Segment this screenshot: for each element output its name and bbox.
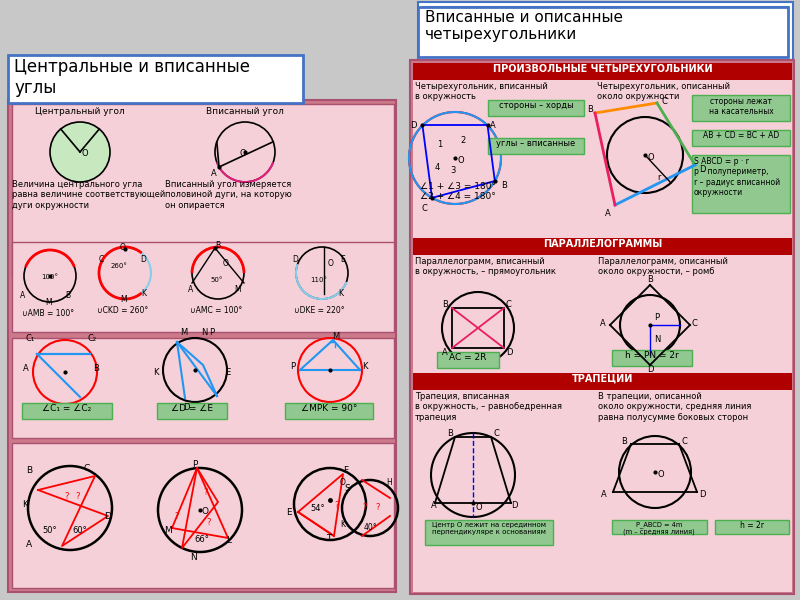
Text: A: A bbox=[442, 348, 448, 357]
Text: 2: 2 bbox=[460, 136, 466, 145]
Text: ∠MPK = 90°: ∠MPK = 90° bbox=[301, 404, 357, 413]
FancyBboxPatch shape bbox=[428, 12, 783, 50]
Text: P_ABCD = 4m
(m – средняя линия): P_ABCD = 4m (m – средняя линия) bbox=[623, 521, 695, 535]
Text: C: C bbox=[681, 437, 687, 446]
Text: C: C bbox=[493, 429, 499, 438]
Text: E: E bbox=[340, 255, 345, 264]
Text: AB + CD = BC + AD: AB + CD = BC + AD bbox=[703, 131, 779, 140]
Text: A: A bbox=[431, 501, 437, 510]
FancyBboxPatch shape bbox=[692, 130, 790, 146]
FancyBboxPatch shape bbox=[612, 350, 692, 366]
Text: C: C bbox=[83, 464, 90, 473]
Text: O: O bbox=[328, 259, 334, 268]
Text: O: O bbox=[202, 507, 209, 516]
Text: H: H bbox=[386, 478, 392, 487]
Text: A: A bbox=[23, 364, 29, 373]
Text: D: D bbox=[183, 403, 190, 412]
Text: Центральный угол: Центральный угол bbox=[35, 107, 125, 116]
Text: K: K bbox=[338, 289, 343, 298]
FancyBboxPatch shape bbox=[437, 352, 499, 368]
Text: 100°: 100° bbox=[42, 274, 58, 280]
Text: AC = 2R: AC = 2R bbox=[450, 353, 486, 362]
Text: O: O bbox=[120, 243, 126, 252]
Text: F: F bbox=[343, 466, 348, 475]
Text: Вписанный угол: Вписанный угол bbox=[206, 107, 284, 116]
Text: C: C bbox=[692, 319, 698, 328]
Text: O: O bbox=[340, 478, 346, 487]
Text: ТРАПЕЦИИ: ТРАПЕЦИИ bbox=[572, 374, 634, 384]
Text: K: K bbox=[22, 500, 28, 509]
Text: N: N bbox=[190, 553, 197, 562]
FancyBboxPatch shape bbox=[413, 255, 792, 373]
Text: Величина центрального угла
равна величине соответствующей
дуги окружности: Величина центрального угла равна величин… bbox=[12, 180, 166, 210]
Text: C₁: C₁ bbox=[25, 334, 34, 343]
FancyBboxPatch shape bbox=[418, 2, 793, 60]
Text: A: A bbox=[211, 169, 217, 178]
Text: P: P bbox=[209, 328, 214, 337]
Text: Четырехугольник, описанный
около окружности: Четырехугольник, описанный около окружно… bbox=[597, 82, 730, 101]
Text: A: A bbox=[20, 291, 26, 300]
Text: стороны лежат
на касательных: стороны лежат на касательных bbox=[709, 97, 774, 116]
FancyBboxPatch shape bbox=[423, 7, 788, 55]
Text: C: C bbox=[506, 300, 512, 309]
Text: B: B bbox=[442, 300, 448, 309]
Text: ?: ? bbox=[174, 512, 178, 521]
FancyBboxPatch shape bbox=[285, 403, 373, 419]
Text: P: P bbox=[654, 313, 659, 322]
Text: B: B bbox=[447, 429, 453, 438]
FancyBboxPatch shape bbox=[692, 95, 790, 121]
FancyBboxPatch shape bbox=[413, 80, 792, 238]
Text: ∪AMC = 100°: ∪AMC = 100° bbox=[190, 306, 242, 315]
Text: A: A bbox=[26, 540, 32, 549]
Circle shape bbox=[50, 122, 110, 182]
Text: O: O bbox=[647, 153, 654, 162]
Text: ∠C₁ = ∠C₂: ∠C₁ = ∠C₂ bbox=[42, 404, 92, 413]
Text: D: D bbox=[699, 490, 706, 499]
Text: Трапеция, вписанная
в окружность, – равнобедренная
трапеция: Трапеция, вписанная в окружность, – равн… bbox=[415, 392, 562, 422]
Text: B: B bbox=[621, 437, 627, 446]
FancyBboxPatch shape bbox=[418, 7, 788, 57]
Text: ?: ? bbox=[334, 501, 338, 510]
Text: ?: ? bbox=[362, 503, 366, 512]
Text: A: A bbox=[490, 121, 495, 130]
Text: 66°: 66° bbox=[194, 535, 209, 544]
Text: В трапеции, описанной
около окружности, средняя линия
равна полусумме боковых ст: В трапеции, описанной около окружности, … bbox=[598, 392, 751, 422]
Text: O: O bbox=[240, 149, 246, 158]
FancyBboxPatch shape bbox=[715, 520, 789, 534]
Text: 50°: 50° bbox=[42, 526, 57, 535]
Text: ∪AMB = 100°: ∪AMB = 100° bbox=[22, 309, 74, 318]
Text: C₂: C₂ bbox=[87, 334, 96, 343]
Text: O: O bbox=[657, 470, 664, 479]
Text: B: B bbox=[587, 105, 593, 114]
Text: Параллелограмм, вписанный
в окружность, – прямоугольник: Параллелограмм, вписанный в окружность, … bbox=[415, 257, 556, 277]
Text: O: O bbox=[475, 503, 482, 512]
Text: ?: ? bbox=[206, 518, 210, 527]
FancyBboxPatch shape bbox=[433, 17, 778, 45]
Text: K: K bbox=[362, 362, 367, 371]
Text: M: M bbox=[164, 526, 172, 535]
Text: O: O bbox=[223, 259, 229, 268]
Text: 260°: 260° bbox=[110, 263, 127, 269]
Text: ?: ? bbox=[75, 492, 79, 501]
Text: P: P bbox=[290, 362, 295, 371]
Text: E: E bbox=[286, 508, 292, 517]
FancyBboxPatch shape bbox=[692, 155, 790, 213]
FancyBboxPatch shape bbox=[612, 520, 707, 534]
Text: h = PN = 2r: h = PN = 2r bbox=[625, 351, 679, 360]
Text: B: B bbox=[93, 364, 99, 373]
Text: углы – вписанные: углы – вписанные bbox=[496, 139, 576, 148]
Text: 4: 4 bbox=[435, 163, 440, 172]
Text: C: C bbox=[422, 204, 428, 213]
FancyBboxPatch shape bbox=[12, 242, 394, 332]
Text: ПРОИЗВОЛЬНЫЕ ЧЕТЫРЕХУГОЛЬНИКИ: ПРОИЗВОЛЬНЫЕ ЧЕТЫРЕХУГОЛЬНИКИ bbox=[493, 64, 713, 74]
FancyBboxPatch shape bbox=[157, 403, 227, 419]
Text: T: T bbox=[326, 534, 331, 543]
FancyBboxPatch shape bbox=[413, 238, 792, 255]
FancyBboxPatch shape bbox=[8, 100, 396, 592]
Text: стороны – хорды: стороны – хорды bbox=[498, 101, 574, 110]
Text: B: B bbox=[501, 181, 506, 190]
Text: ∠D = ∠E: ∠D = ∠E bbox=[171, 404, 213, 413]
FancyBboxPatch shape bbox=[413, 63, 792, 80]
Text: 110°: 110° bbox=[310, 277, 327, 283]
